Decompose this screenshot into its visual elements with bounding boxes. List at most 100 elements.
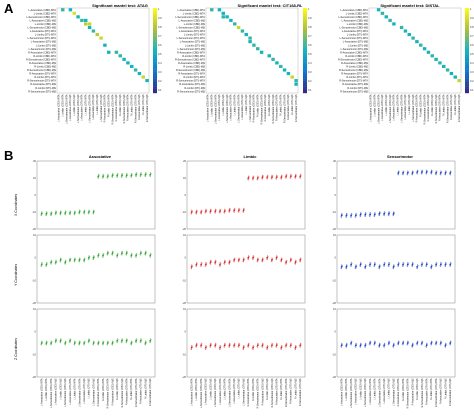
colorbar-segment (153, 48, 157, 51)
strip-point (416, 264, 419, 267)
matrix-row-label: L-Limbic (CBD)-MjS (184, 23, 206, 26)
strip-point (369, 213, 371, 216)
strip-point (64, 343, 66, 346)
strip-panel: -20 -10 0 10 20 (332, 159, 456, 231)
strip-point (131, 341, 133, 343)
colorbar-segment (465, 50, 469, 53)
strip-tick: 10 (333, 176, 336, 180)
matrix-cell (267, 54, 271, 58)
strip-point (46, 211, 48, 214)
strip-point (300, 174, 302, 176)
strip-category-label: L-Limbic (CBD)-MjS (359, 378, 362, 400)
matrix-col-label: R-Sensorimotor (CBD)-WTA (111, 94, 114, 124)
strip-point (40, 265, 42, 267)
strip-point (210, 260, 212, 262)
strip-point (199, 265, 202, 267)
strip-point (130, 174, 133, 177)
matrix-col-label: L-Sensorimotor (CBD)-WTA (214, 94, 217, 124)
strip-point (425, 172, 427, 175)
strip-point (374, 341, 377, 343)
strip-point (252, 346, 254, 349)
strip-point (378, 267, 380, 269)
matrix-row-label: L-Limbic (DTI)-MjS (185, 44, 205, 47)
strip-point (364, 345, 366, 348)
strip-point (200, 210, 203, 212)
strip-point (261, 259, 264, 261)
strip-point (228, 262, 230, 265)
colorbar-segment (465, 46, 469, 49)
strip-point (355, 213, 358, 215)
colorbar-segment (303, 63, 307, 66)
strip-point (93, 255, 95, 258)
strip-point (223, 345, 226, 348)
strip-point (421, 342, 423, 344)
strip-point (83, 210, 86, 212)
strip-point (416, 171, 419, 173)
colorbar-segment (153, 16, 157, 19)
strip-point (397, 343, 399, 346)
strip-point (275, 176, 278, 179)
matrix-cell (449, 71, 454, 76)
strip-point (92, 342, 95, 344)
strip-point (271, 257, 274, 260)
strip-point (92, 212, 94, 215)
strip-tick: 10 (333, 307, 336, 311)
strip-point (88, 338, 91, 341)
matrix-row-label: R-Limbic (CBD)-MjS (346, 66, 368, 69)
strip-point (228, 345, 230, 348)
strip-point (299, 176, 301, 179)
strip-point (369, 212, 372, 215)
strip-category-label: R-Sensorimotor (CBD)-MjS (271, 378, 274, 407)
strip-point (130, 255, 132, 258)
strip-point (445, 343, 447, 345)
strip-point (439, 172, 442, 174)
matrix-col-label: L-Limbic (DTI)-MjS (245, 94, 248, 114)
strip-frame (336, 234, 456, 304)
strip-point (435, 170, 438, 173)
strip-point (233, 259, 236, 261)
strip-point (349, 265, 352, 267)
strip-point (256, 260, 259, 262)
matrix-cell (445, 68, 450, 72)
strip-point (388, 263, 390, 266)
strip-point (205, 345, 208, 348)
strip-point (415, 267, 418, 269)
strip-category-label: R-Sensorimotor (CBD)-MjS (421, 378, 424, 407)
strip-point (238, 257, 241, 260)
strip-point (430, 342, 433, 344)
colorbar-segment (153, 12, 157, 15)
strip-point (430, 267, 432, 269)
strip-point (450, 170, 452, 173)
strip-point (54, 339, 57, 342)
strip-point (435, 342, 438, 344)
matrix-col-label: L-Limbic (DTI)-MjS (408, 94, 411, 114)
strip-point (378, 265, 381, 268)
strip-tick: 10 (183, 176, 186, 180)
strip-point (229, 343, 231, 345)
strip-point (97, 343, 99, 346)
matrix-col-label: R-Associative (DTI)-MjS (450, 94, 453, 120)
matrix-row-label: L-Sensorimotor (DTI)-WTA (177, 37, 206, 40)
strip-point (294, 176, 296, 179)
strip-point (40, 343, 42, 346)
strip-category-label: L-Limbic (DTI)-WTA (224, 378, 227, 399)
strip-point (68, 260, 71, 262)
matrix-cell (91, 29, 96, 33)
matrix-col-label: L-Sensorimotor (DTI)-WTA (400, 94, 403, 123)
strip-point (354, 214, 357, 217)
strip-point (345, 267, 347, 269)
strip-category-label: L-Sensorimotor (DTI)-MjS (92, 378, 95, 406)
strip-point (116, 254, 119, 257)
strip-category-label: L-Associative (CBD)-MjS (55, 378, 58, 405)
strip-point (402, 342, 404, 344)
strip-point (271, 176, 273, 179)
matrix-col-label: L-Sensorimotor (DTI)-WTA (88, 94, 91, 123)
strip-point (78, 260, 80, 262)
matrix-title-2: Significant mantel test: CIT168-RL (237, 3, 303, 8)
strip-point (444, 173, 446, 175)
strip-point (248, 176, 250, 178)
strip-point (40, 214, 42, 216)
strip-point (82, 343, 85, 346)
strip-point (40, 342, 43, 344)
